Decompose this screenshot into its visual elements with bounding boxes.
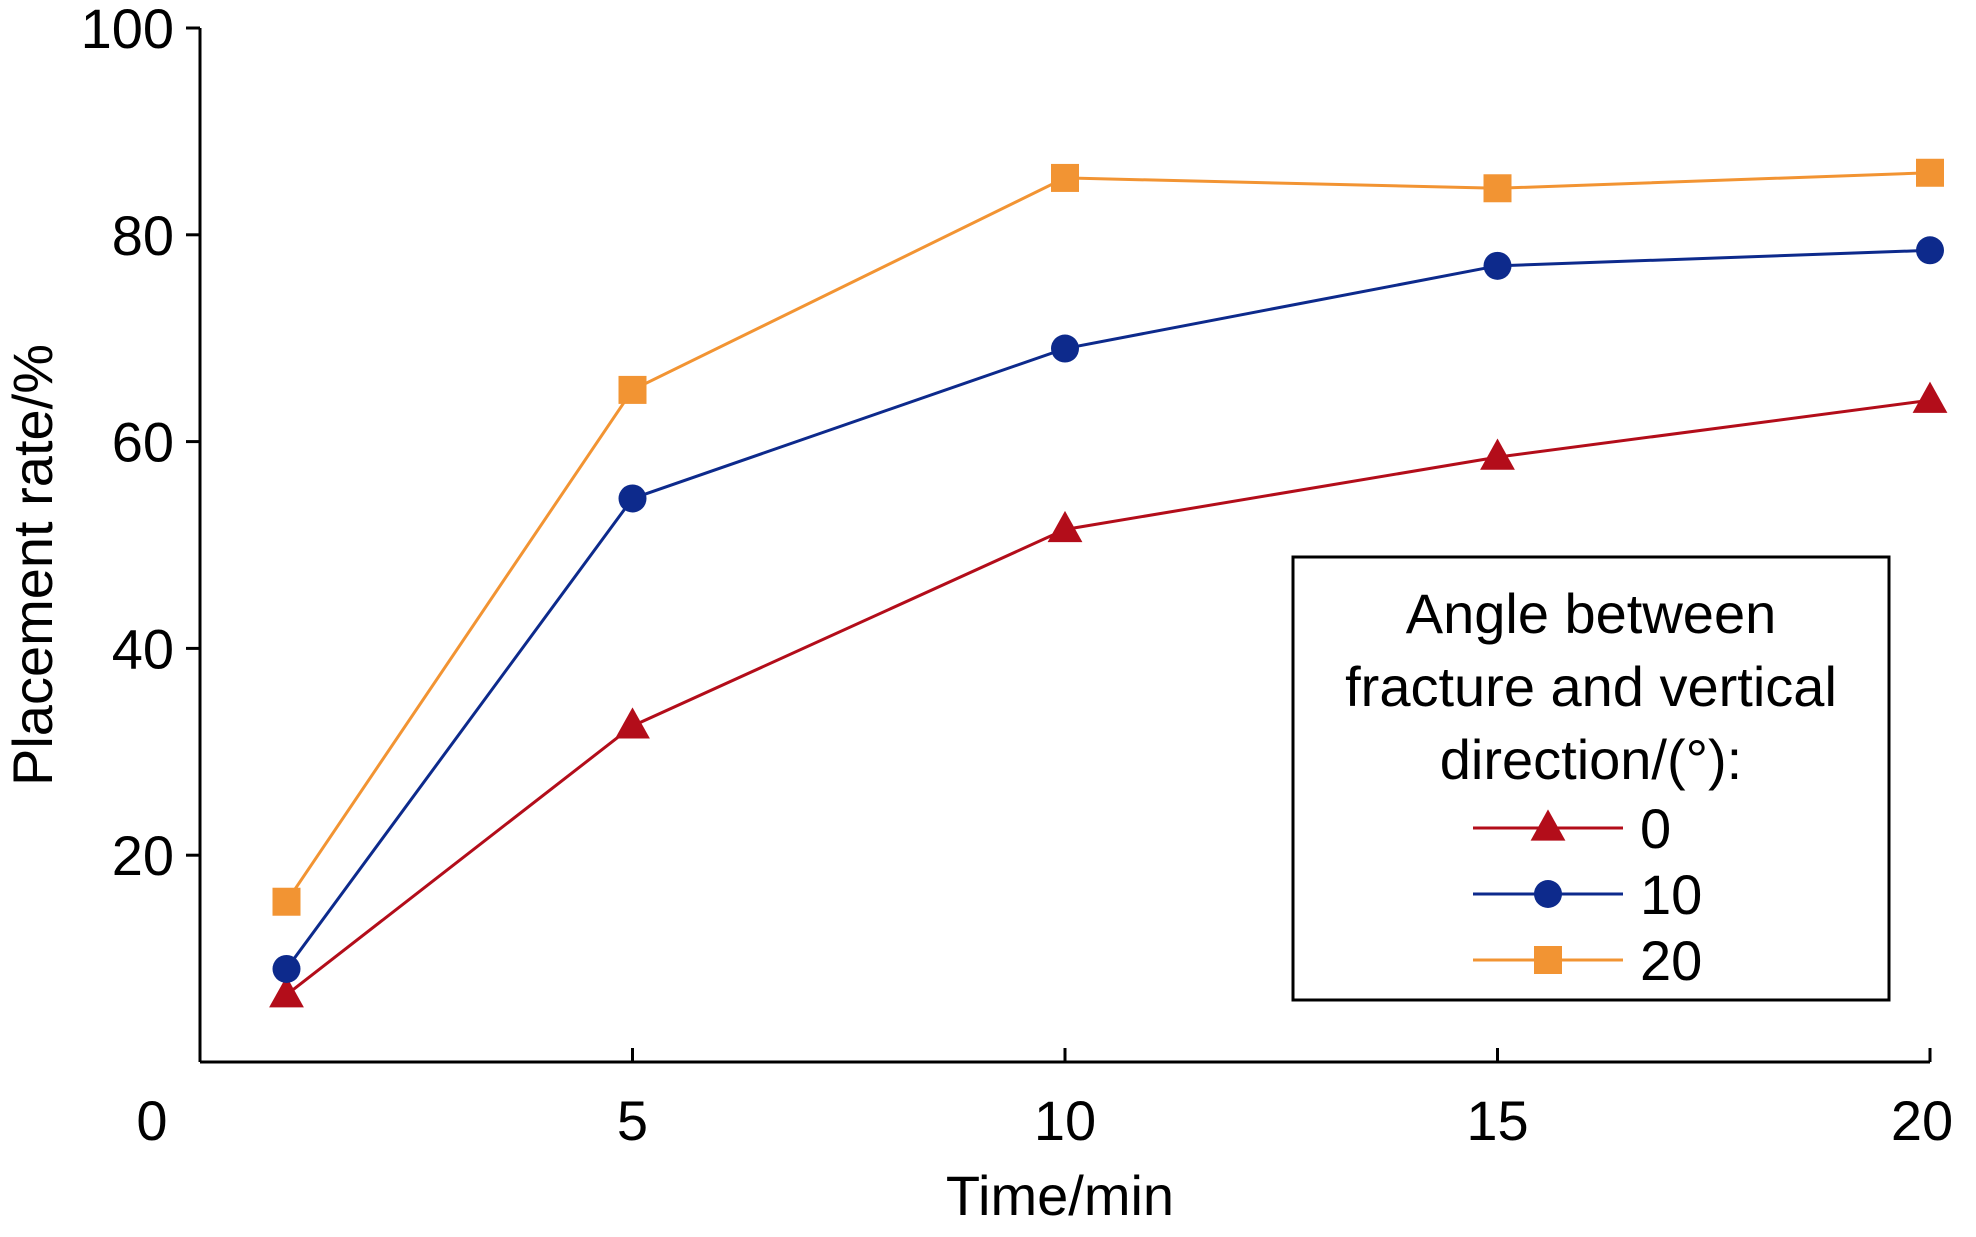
data-point-10 — [618, 484, 647, 513]
origin-label: 0 — [136, 1089, 167, 1152]
data-point-20 — [618, 375, 647, 404]
data-point-0 — [615, 707, 650, 739]
data-point-20 — [1483, 174, 1512, 203]
y-tick-label: 100 — [81, 0, 174, 60]
legend-label-0: 0 — [1640, 797, 1671, 860]
data-point-0 — [1047, 510, 1083, 543]
data-point-20 — [1051, 163, 1079, 192]
x-axis-title: Time/min — [946, 1164, 1174, 1227]
y-ticks: 20 40 60 80 100 — [81, 0, 200, 887]
legend-entry-0: 0 — [1473, 797, 1671, 860]
series-20 — [272, 158, 1944, 916]
data-point-10 — [272, 954, 301, 983]
y-tick-label: 60 — [112, 411, 174, 474]
legend-box — [1291, 555, 1891, 1002]
legend-title-line-3: direction/(°): — [1440, 728, 1742, 791]
y-tick-label: 80 — [112, 204, 174, 267]
data-point-10 — [1916, 236, 1944, 265]
y-tick-label: 40 — [112, 617, 174, 680]
x-tick-label: 15 — [1466, 1089, 1528, 1152]
legend-entry-10: 10 — [1473, 863, 1702, 926]
x-tick-label: 20 — [1891, 1089, 1953, 1152]
series-0 — [269, 381, 1948, 1008]
legend-title-line-2: fracture and vertical — [1345, 655, 1837, 718]
legend-title-line-1: Angle between — [1406, 582, 1777, 645]
legend-marker-10 — [1534, 880, 1562, 908]
data-point-0 — [1912, 381, 1948, 413]
x-tick-label: 5 — [617, 1089, 648, 1152]
legend-marker-20 — [1534, 946, 1562, 974]
series-10 — [272, 236, 1944, 983]
legend-marker-0 — [1530, 809, 1566, 841]
legend-label-10: 10 — [1640, 863, 1702, 926]
legend: Angle between fracture and vertical dire… — [1291, 555, 1891, 1002]
legend-entry-20: 20 — [1473, 929, 1702, 992]
data-point-0 — [1480, 438, 1515, 470]
series-layer — [269, 158, 1948, 1008]
x-tick-label: 10 — [1034, 1089, 1096, 1152]
data-point-0 — [269, 976, 304, 1008]
data-point-10 — [1483, 251, 1512, 280]
legend-label-20: 20 — [1640, 929, 1702, 992]
y-axis-title: Placement rate/% — [1, 344, 64, 786]
data-point-10 — [1051, 334, 1079, 363]
y-tick-label: 20 — [112, 824, 174, 887]
data-point-20 — [272, 887, 301, 916]
data-point-20 — [1916, 158, 1944, 187]
x-ticks: 5 10 15 20 — [617, 1048, 1953, 1152]
